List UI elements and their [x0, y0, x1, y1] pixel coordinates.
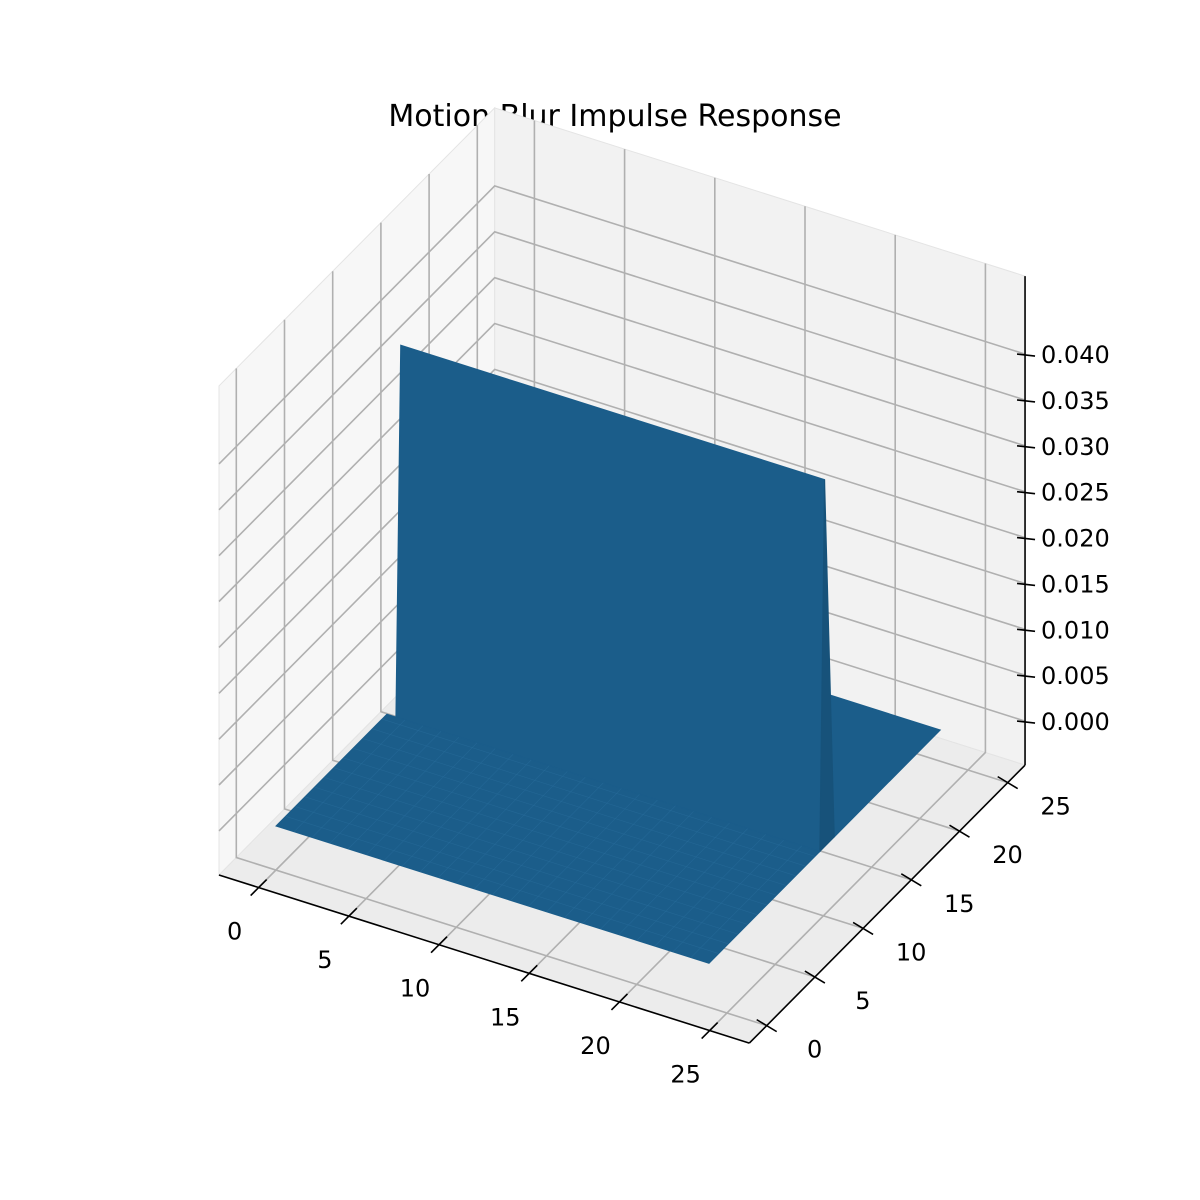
x-tick-label: 10 — [400, 975, 431, 1003]
z-tick-mark — [1016, 674, 1036, 679]
y-tick-mark — [852, 921, 874, 936]
surface-mesh-line — [293, 719, 406, 832]
surface-mesh-line — [333, 767, 767, 906]
surface-mesh-line — [324, 777, 758, 915]
z-grid-line — [218, 368, 1026, 648]
surface-mesh-line — [546, 799, 658, 913]
surface-mesh-line — [347, 736, 460, 850]
surface-mesh-line — [402, 754, 514, 867]
z-tick-mark — [1016, 399, 1036, 403]
z-tick-label: 0.015 — [1041, 570, 1110, 598]
x-grid-line — [709, 263, 987, 1032]
surface-plot — [275, 344, 942, 964]
surface-mesh-line — [510, 788, 622, 901]
x-tick-mark — [340, 907, 358, 925]
surface-mesh-line — [654, 834, 766, 947]
x-tick-mark — [520, 964, 538, 982]
surface-mesh-line — [564, 805, 676, 918]
z-tick-label: 0.025 — [1041, 479, 1110, 507]
surface-mesh-line — [420, 759, 532, 872]
surface-mesh-line — [672, 839, 784, 953]
y-tick-label: 5 — [855, 987, 870, 1015]
x-tick-mark — [701, 1021, 719, 1040]
x-tick-mark — [430, 936, 448, 954]
surface-mesh-line — [384, 748, 496, 861]
x-axis-line — [218, 874, 750, 1044]
surface-mesh-line — [311, 725, 424, 838]
x-tick-label: 5 — [317, 946, 332, 974]
surface-mesh-line — [343, 757, 777, 896]
z-grid-line — [218, 184, 1026, 465]
y-tick-mark — [804, 970, 826, 984]
y-tick-label: 25 — [1040, 793, 1071, 821]
z-grid-line — [218, 322, 1026, 603]
surface-kernel-wall-edge — [819, 479, 835, 853]
z-tick-mark — [1016, 353, 1036, 357]
y-axis-line — [748, 764, 1026, 1044]
surface-mesh-line — [353, 747, 787, 886]
z-grid-line — [218, 276, 1026, 557]
y-tick-label: 10 — [896, 938, 927, 966]
z-tick-label: 0.030 — [1041, 433, 1110, 461]
x-tick-mark — [250, 878, 268, 897]
z-tick-label: 0.035 — [1041, 387, 1110, 415]
surface-mesh-line — [582, 811, 694, 924]
surface-mesh-line — [372, 728, 806, 867]
surface-mesh-line — [314, 786, 748, 925]
surface-mesh-line — [295, 806, 729, 945]
y-tick-label: 15 — [944, 890, 975, 918]
x-tick-label: 0 — [227, 918, 242, 946]
y-tick-mark — [756, 1018, 778, 1033]
surface-mesh-line — [690, 845, 802, 958]
x-tick-label: 25 — [670, 1061, 701, 1089]
x-tick-label: 20 — [580, 1032, 611, 1060]
tick-marks: 0 5 10 15 20 25 0 5 10 15 20 25 0.000 0.005 0.010 0.015… — [227, 341, 1110, 1088]
z-tick-label: 0.040 — [1041, 341, 1110, 369]
surface-mesh-line — [438, 765, 550, 878]
z-tick-mark — [1016, 490, 1036, 495]
surface-mesh-line — [600, 816, 712, 930]
surface-mesh-line — [474, 776, 586, 890]
y-tick-mark — [997, 775, 1019, 790]
surface-mesh-line — [362, 738, 796, 877]
y-grid-line — [235, 368, 767, 1027]
z-tick-label: 0.010 — [1041, 616, 1110, 644]
z-tick-mark — [1016, 536, 1036, 541]
z-tick-label: 0.000 — [1041, 708, 1110, 736]
x-tick-mark — [610, 993, 629, 1011]
surface-mesh-line — [285, 815, 719, 954]
z-tick-label: 0.020 — [1041, 525, 1110, 553]
chart-title: Motion Blur Impulse Response — [388, 99, 841, 134]
surface-mesh-line — [636, 828, 748, 941]
surface-mesh-line — [381, 718, 816, 857]
z-grid-line — [218, 230, 1026, 511]
surface-mesh-line — [329, 731, 442, 844]
y-tick-mark — [949, 824, 970, 838]
surface-mesh-line — [492, 782, 604, 895]
z-tick-mark — [1016, 628, 1036, 633]
surface-mesh-line — [618, 822, 730, 935]
y-tick-mark — [900, 873, 922, 887]
x-tick-label: 15 — [490, 1003, 521, 1031]
z-tick-label: 0.005 — [1041, 662, 1110, 690]
surface-mesh-line — [365, 742, 478, 855]
z-tick-mark — [1016, 720, 1036, 724]
surface-mesh-line — [528, 794, 640, 907]
y-tick-label: 20 — [992, 841, 1023, 869]
z-tick-mark — [1016, 445, 1036, 449]
surface-mesh-line — [456, 771, 568, 884]
y-tick-label: 0 — [807, 1036, 822, 1064]
surface-mesh-line — [304, 796, 738, 935]
axis-lines — [218, 276, 1026, 1044]
z-tick-mark — [1016, 582, 1036, 587]
